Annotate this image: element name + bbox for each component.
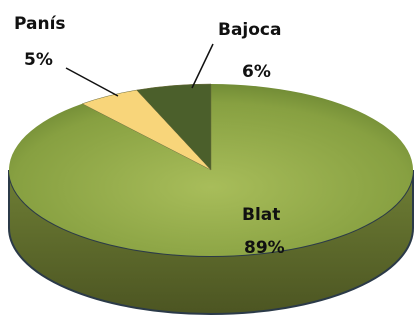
pie: [8, 83, 414, 315]
category-label: Panís: [14, 14, 66, 34]
value-label: 5%: [24, 50, 53, 70]
category-label: Bajoca: [218, 20, 281, 40]
pie-slice: [136, 83, 212, 171]
value-label: 89%: [244, 238, 285, 258]
value-label: 6%: [242, 62, 271, 82]
category-label: Blat: [242, 205, 280, 225]
leader-line: [191, 43, 214, 89]
leader-line: [65, 67, 119, 97]
